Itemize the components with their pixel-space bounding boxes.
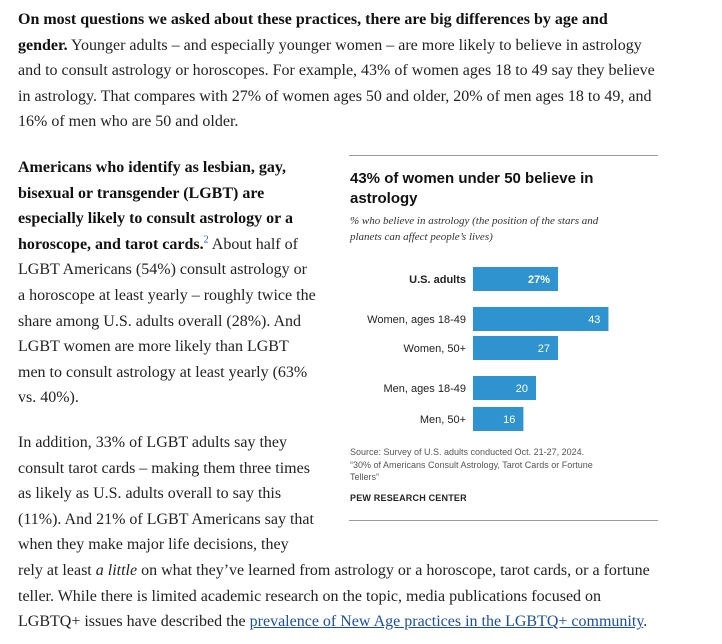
bar-2 bbox=[473, 336, 559, 360]
footnote-link[interactable]: 2 bbox=[203, 234, 209, 246]
para1-line2: Younger adults – and especially younger … bbox=[67, 36, 642, 54]
para2-bold-line4: horoscope, and tarot cards. bbox=[18, 235, 204, 253]
para3-line5: when they make major life decisions, the… bbox=[18, 536, 289, 554]
bar-label-1: Women, ages 18-49 bbox=[367, 314, 466, 326]
bar-value-2: 27 bbox=[538, 343, 550, 355]
para1-bold-line1: On most questions we asked about these p… bbox=[18, 11, 608, 28]
para1-line5: 16% of men who are 50 and older. bbox=[18, 113, 239, 131]
para3-line6-pre: rely at least bbox=[18, 561, 96, 579]
para3-line2: consult tarot cards – making them three … bbox=[18, 459, 310, 477]
bar-value-4: 16 bbox=[503, 414, 515, 426]
new-age-practices-link[interactable]: prevalence of New Age practices in the L… bbox=[249, 613, 644, 631]
para2-line8: LGBT women are more likely than LGBT bbox=[18, 338, 289, 356]
bar-value-3: 20 bbox=[516, 383, 528, 395]
pew-research-center-logo: PEW RESEARCH CENTER bbox=[350, 493, 467, 503]
bar-label-3: Men, ages 18-49 bbox=[383, 383, 466, 395]
para3-line4: (11%). And 21% of LGBT Americans say tha… bbox=[18, 510, 314, 528]
para2-line10: vs. 40%). bbox=[18, 389, 79, 407]
para3-line6-post: on what they’ve learned from astrology o… bbox=[137, 561, 650, 579]
astrology-figure: 43% of women under 50 believe in astrolo… bbox=[349, 155, 658, 521]
bar-chart: U.S. adults 27% Women, ages 18-49 43 Women, … bbox=[367, 267, 609, 431]
para2-line4: About half of bbox=[208, 235, 298, 253]
paragraph-lgbt-astrology: Americans who identify as lesbian, gay, … bbox=[18, 155, 316, 411]
figure-subtitle: % who believe in astrology (the position… bbox=[350, 215, 599, 243]
para2-line6: a horoscope at least yearly – roughly tw… bbox=[18, 286, 316, 304]
para2-bold-line3: especially likely to consult astrology o… bbox=[18, 210, 293, 228]
para3-line3: as likely as U.S. adults overall to say … bbox=[18, 485, 282, 503]
para3-line8-pre: LGBTQ+ issues have described the bbox=[18, 613, 250, 631]
paragraph-tarot: In addition, 33% of LGBT adults say they… bbox=[18, 430, 650, 635]
bar-3 bbox=[473, 376, 536, 400]
para2-line7: share among U.S. adults overall (28%). A… bbox=[18, 312, 302, 330]
para3-emphasis: a little bbox=[95, 561, 138, 579]
bar-value-1: 43 bbox=[588, 314, 600, 326]
paragraph-age-gender: On most questions we asked about these p… bbox=[18, 7, 655, 135]
para3-line7: teller. While there is limited academic … bbox=[18, 587, 602, 605]
figure-bottom-rule bbox=[349, 520, 658, 521]
para2-line9: men to consult astrology at least yearly… bbox=[18, 363, 308, 381]
bar-label-0: U.S. adults bbox=[409, 274, 466, 286]
para1-bold-line2: gender. bbox=[18, 36, 68, 54]
para3-line8-post: . bbox=[643, 613, 648, 631]
para1-line3: and to consult astrology or horoscopes. … bbox=[18, 62, 655, 80]
bar-1 bbox=[473, 307, 609, 331]
para1-line4: in astrology. That compares with 27% of … bbox=[18, 87, 652, 105]
para3-line1: In addition, 33% of LGBT adults say they bbox=[18, 434, 287, 451]
bar-4 bbox=[473, 407, 524, 431]
figure-title: 43% of women under 50 believe in astrolo… bbox=[350, 170, 594, 207]
bar-value-0: 27% bbox=[528, 274, 550, 286]
para2-bold-line2: bisexual or transgender (LGBT) are bbox=[18, 184, 265, 202]
bar-label-2: Women, 50+ bbox=[404, 343, 466, 355]
bar-label-4: Men, 50+ bbox=[420, 414, 466, 426]
para2-bold-line1: Americans who identify as lesbian, gay, bbox=[18, 159, 287, 176]
figure-top-rule bbox=[349, 155, 658, 156]
figure-source: Source: Survey of U.S. adults conducted … bbox=[350, 447, 593, 482]
bar-0 bbox=[473, 267, 559, 291]
para2-line5: LGBT Americans (54%) consult astrology o… bbox=[18, 261, 307, 279]
